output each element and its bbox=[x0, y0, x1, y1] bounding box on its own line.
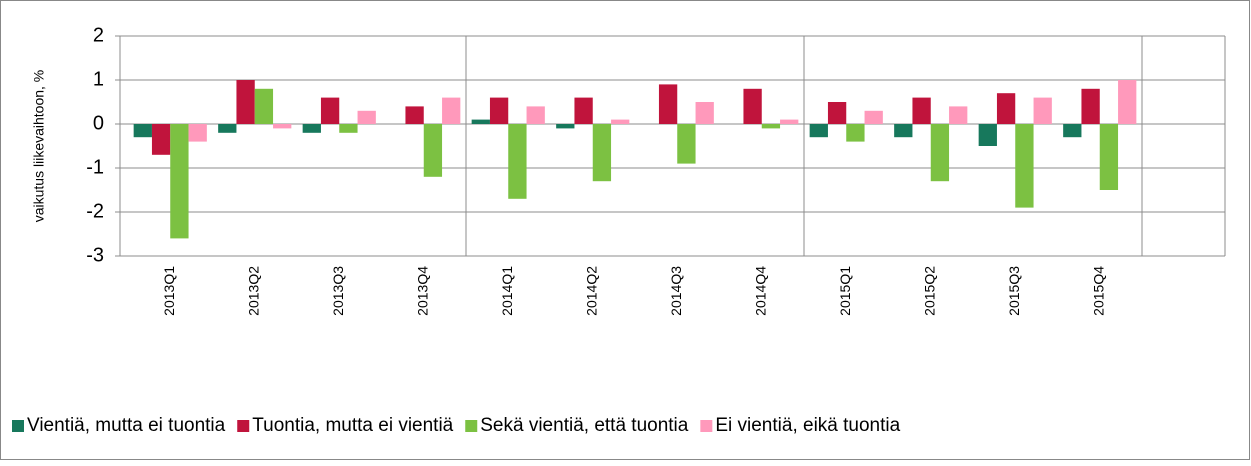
x-tick-label: 2015Q3 bbox=[1006, 266, 1022, 316]
legend-label: Vientiä, mutta ei tuontia bbox=[27, 415, 226, 436]
bar bbox=[320, 97, 340, 124]
bar bbox=[489, 97, 509, 124]
bar bbox=[471, 119, 490, 124]
bar bbox=[780, 119, 799, 124]
y-tick-label: 0 bbox=[93, 112, 104, 134]
x-tick-label: 2013Q3 bbox=[330, 266, 346, 316]
bar bbox=[170, 124, 189, 239]
bar bbox=[592, 124, 612, 182]
bar bbox=[996, 93, 1016, 124]
legend-swatch bbox=[465, 420, 478, 432]
bar bbox=[302, 124, 321, 133]
bar bbox=[423, 124, 443, 177]
bar bbox=[949, 106, 968, 124]
bar bbox=[133, 124, 152, 138]
x-tick-label: 2015Q4 bbox=[1090, 266, 1106, 316]
y-tick-label: 2 bbox=[93, 24, 104, 46]
bar bbox=[151, 124, 171, 155]
bar bbox=[894, 124, 913, 138]
legend-label: Ei vientiä, eikä tuontia bbox=[715, 415, 900, 436]
y-tick-label: -3 bbox=[86, 244, 104, 266]
bar bbox=[526, 106, 545, 124]
bar bbox=[912, 97, 931, 124]
x-tick-label: 2013Q2 bbox=[245, 266, 261, 316]
x-tick-label: 2014Q3 bbox=[668, 266, 684, 316]
bar bbox=[1033, 97, 1052, 124]
bar bbox=[611, 119, 630, 124]
x-tick-label: 2013Q4 bbox=[414, 266, 430, 316]
bar bbox=[357, 110, 376, 124]
bar bbox=[273, 124, 292, 129]
bar bbox=[978, 124, 997, 146]
bar bbox=[339, 124, 358, 133]
bar bbox=[761, 124, 781, 129]
x-tick-label: 2013Q1 bbox=[161, 266, 177, 316]
bar bbox=[556, 124, 575, 129]
y-tick-label: 1 bbox=[93, 68, 104, 90]
bar bbox=[236, 80, 255, 124]
bar bbox=[254, 88, 274, 124]
bar bbox=[574, 97, 593, 124]
bar bbox=[846, 124, 865, 142]
bar bbox=[658, 84, 678, 124]
bar bbox=[864, 110, 883, 124]
x-tick-label: 2014Q2 bbox=[583, 266, 599, 316]
bar bbox=[508, 124, 527, 199]
x-tick-label: 2014Q1 bbox=[499, 266, 515, 316]
bar bbox=[677, 124, 696, 164]
bar bbox=[442, 97, 461, 124]
bar bbox=[405, 106, 424, 124]
bar bbox=[1063, 124, 1082, 138]
legend-label: Tuontia, mutta ei vientiä bbox=[252, 415, 453, 436]
bar bbox=[930, 124, 950, 182]
y-axis-label: vaikutus liikevaihtoon, % bbox=[31, 70, 47, 223]
bar bbox=[827, 102, 847, 124]
legend-swatch bbox=[12, 420, 24, 432]
bar bbox=[809, 124, 828, 138]
legend-label: Sekä vientiä, että tuontia bbox=[480, 415, 689, 436]
bar bbox=[218, 124, 237, 133]
legend-swatch bbox=[700, 420, 713, 432]
bar bbox=[743, 88, 762, 124]
y-tick-label: -2 bbox=[86, 200, 104, 222]
x-tick-label: 2015Q2 bbox=[921, 266, 937, 316]
y-tick-label: -1 bbox=[86, 156, 104, 178]
legend-swatch bbox=[237, 420, 250, 432]
x-tick-label: 2015Q1 bbox=[837, 266, 853, 316]
bar bbox=[1099, 124, 1119, 190]
bar bbox=[1015, 124, 1034, 208]
bar bbox=[1081, 88, 1100, 124]
x-tick-label: 2014Q4 bbox=[752, 266, 768, 316]
bar bbox=[695, 102, 714, 124]
bar bbox=[1118, 80, 1137, 124]
bar bbox=[188, 124, 207, 142]
